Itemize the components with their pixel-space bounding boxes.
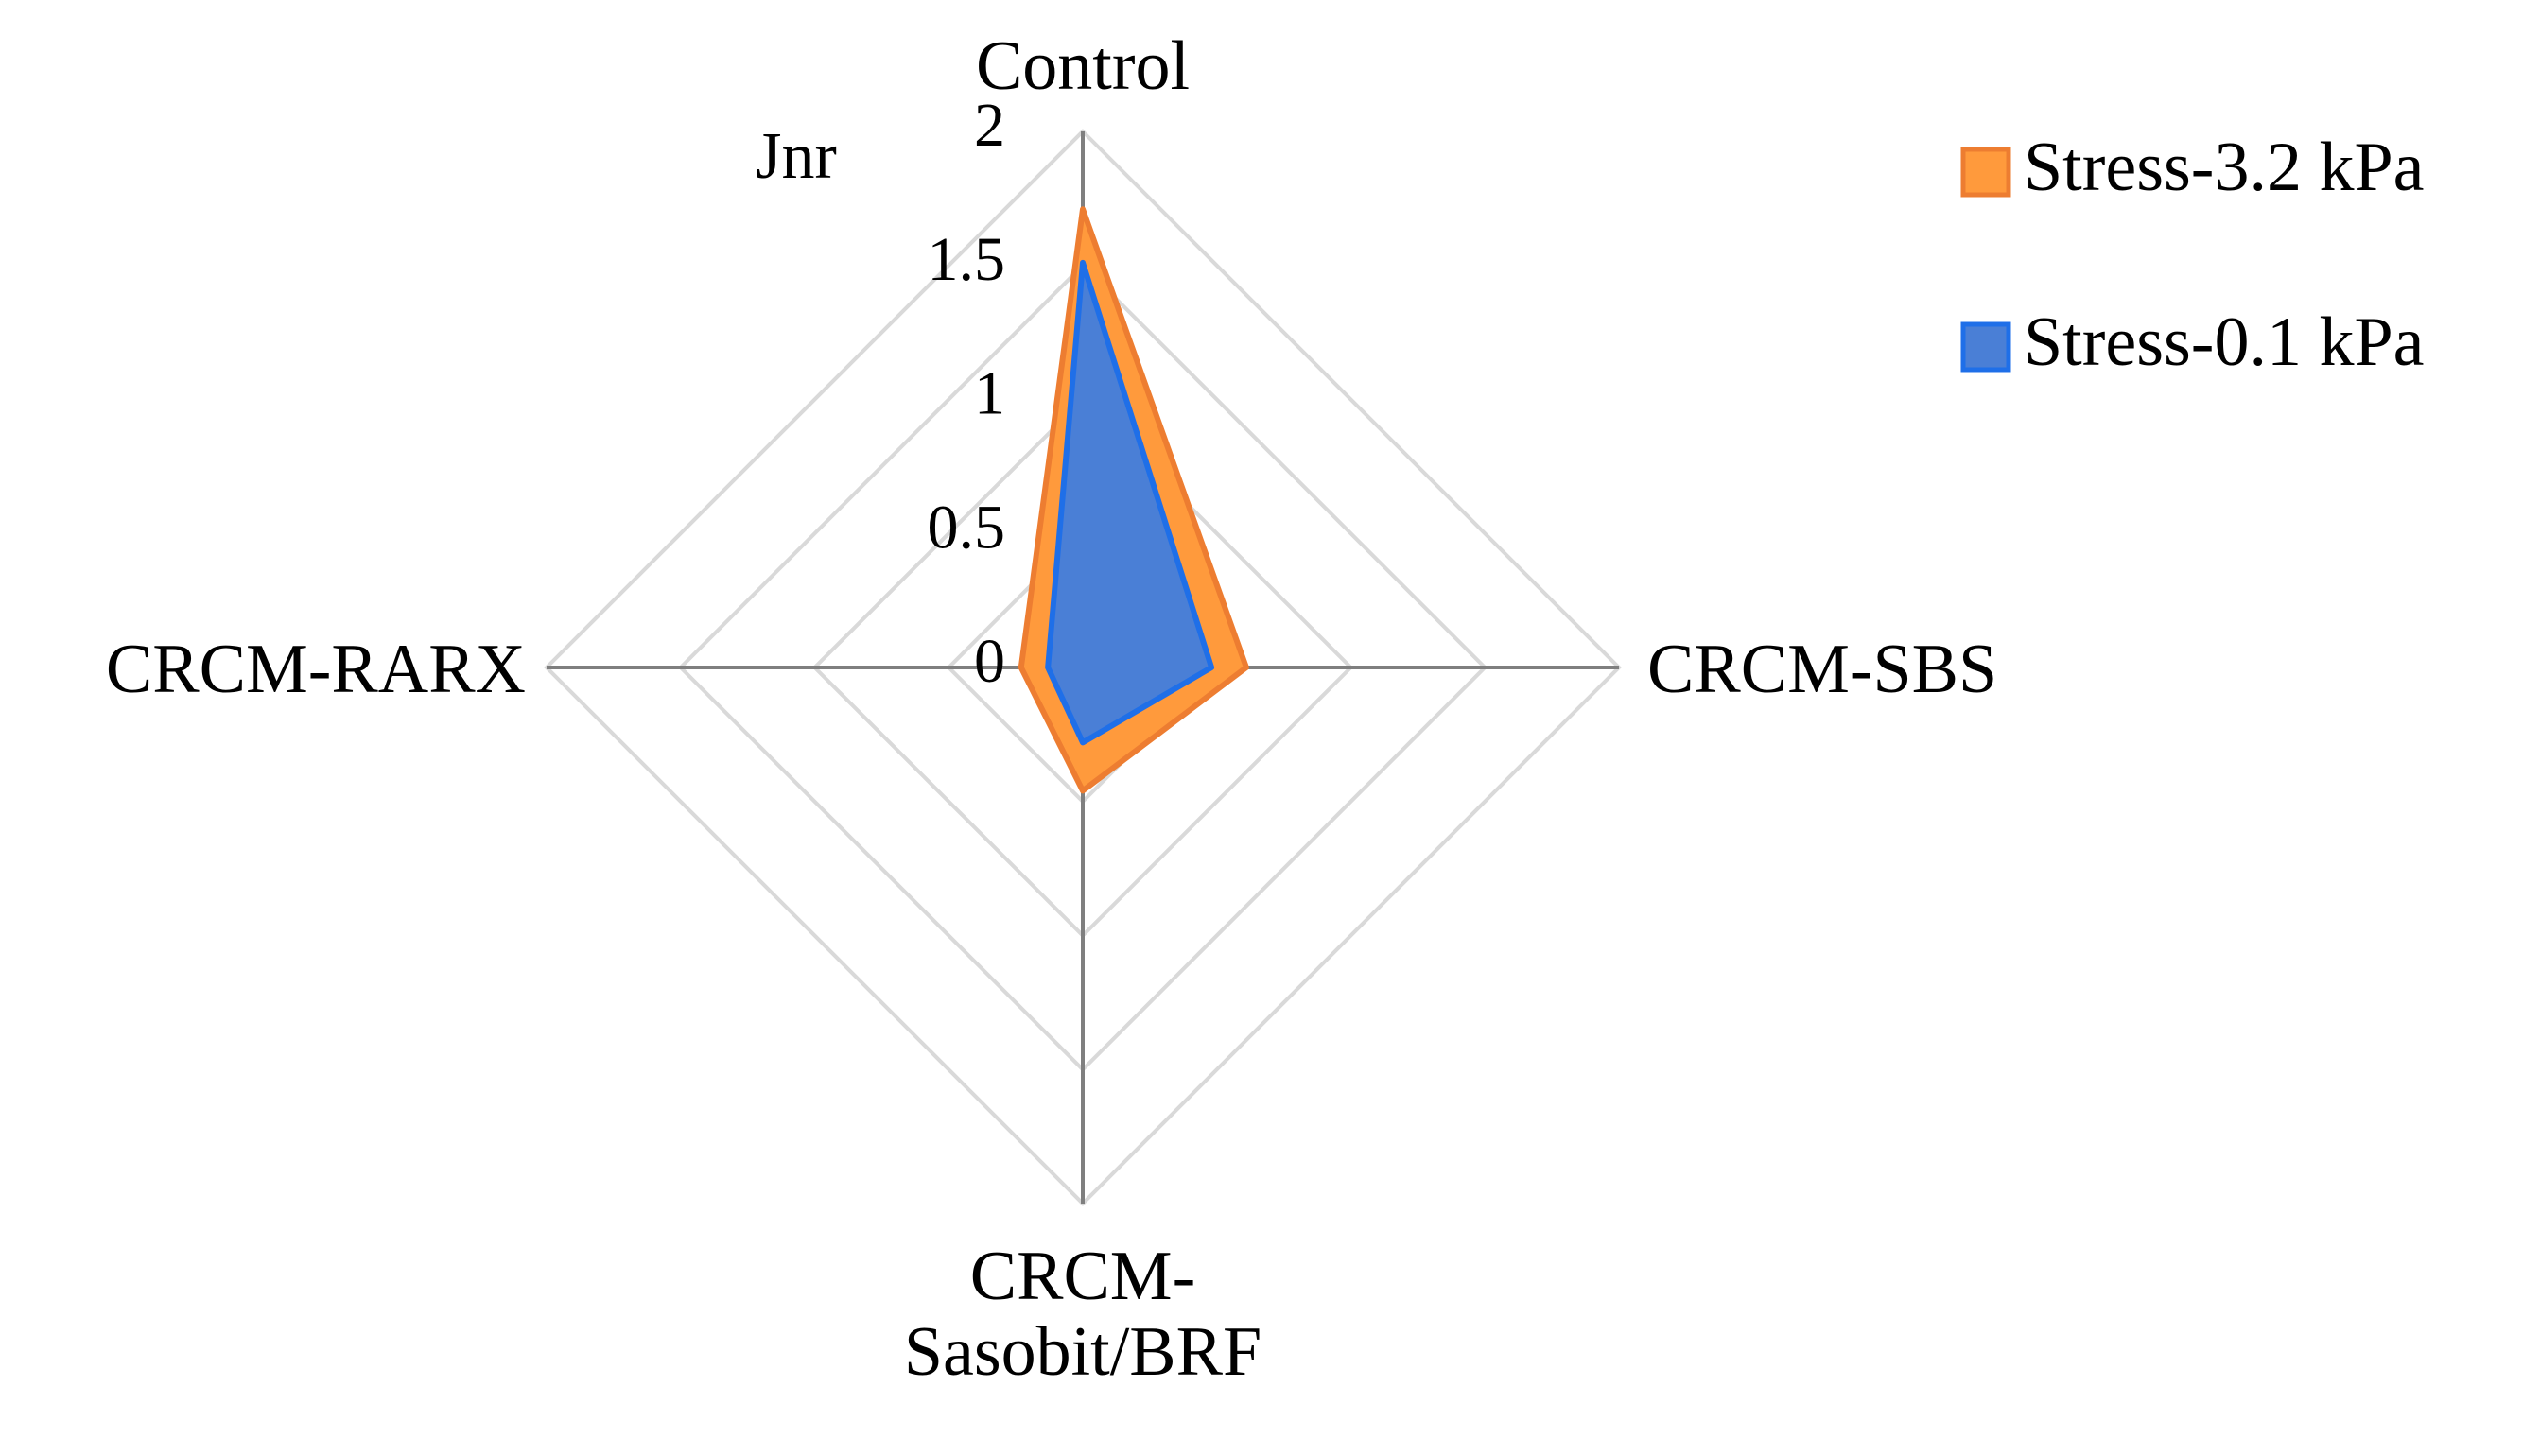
legend-swatch bbox=[1960, 321, 2011, 373]
legend-swatch bbox=[1960, 147, 2011, 198]
category-label: CRCM-Sasobit/BRF bbox=[903, 1238, 1262, 1391]
tick-label: 0 bbox=[974, 627, 1005, 696]
legend-label: Stress-3.2 kPa bbox=[2024, 129, 2424, 206]
radar-area bbox=[1045, 259, 1215, 746]
tick-label: 2 bbox=[974, 91, 1005, 160]
tick-label: 1.5 bbox=[928, 225, 1006, 294]
tick-label: 0.5 bbox=[928, 493, 1006, 562]
tick-label: 1 bbox=[974, 359, 1005, 428]
category-label: CRCM-RARX bbox=[105, 631, 526, 708]
legend-label: Stress-0.1 kPa bbox=[2024, 303, 2424, 381]
axis-label: Jnr bbox=[756, 120, 837, 193]
category-label: Control bbox=[975, 27, 1191, 105]
category-label: CRCM-SBS bbox=[1647, 631, 1998, 708]
